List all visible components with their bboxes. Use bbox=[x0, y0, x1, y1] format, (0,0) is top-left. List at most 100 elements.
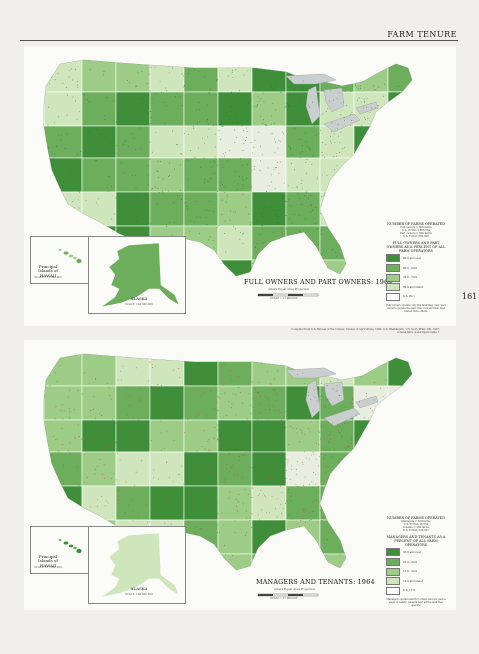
state-region bbox=[81, 485, 117, 521]
page-header: FARM TENURE bbox=[387, 30, 457, 39]
state-region bbox=[251, 485, 287, 521]
legend-sub-1: Managers = 300 farms bbox=[401, 520, 431, 524]
state-region bbox=[251, 354, 287, 387]
state-region bbox=[149, 191, 185, 227]
state-region bbox=[183, 419, 219, 453]
state-region bbox=[183, 519, 219, 555]
hawaii-inset: Principal Islands of HAWAII SCALE 1:17,0… bbox=[30, 236, 90, 284]
state-region bbox=[149, 385, 185, 421]
great-lake bbox=[305, 85, 321, 125]
state-region bbox=[353, 519, 389, 555]
state-region bbox=[285, 225, 321, 261]
hawaii-scale-2: SCALE 1:17,000,000 bbox=[34, 566, 62, 569]
state-region bbox=[387, 91, 412, 127]
state-region bbox=[115, 157, 151, 193]
state-region bbox=[387, 354, 412, 387]
state-region bbox=[149, 354, 185, 387]
state-region bbox=[217, 485, 253, 521]
state-region bbox=[217, 91, 253, 127]
legend-class-5: U.S. 17.9 bbox=[386, 586, 446, 595]
legend-heading: NUMBER OF FARMS OPERATED bbox=[387, 222, 445, 226]
state-region bbox=[149, 485, 185, 521]
state-region bbox=[251, 191, 287, 227]
legend-class-label: U.S. 82.1 bbox=[403, 295, 415, 299]
state-region bbox=[183, 225, 219, 261]
state-region bbox=[44, 485, 83, 521]
state-region bbox=[217, 519, 253, 555]
legend-class-label: U.S. 17.9 bbox=[403, 589, 415, 593]
state-region bbox=[44, 191, 83, 227]
great-lake bbox=[323, 407, 361, 427]
legend-sub-4: U.S. TOTAL 539,657 bbox=[403, 529, 429, 533]
state-region bbox=[251, 419, 287, 453]
managers-scale-bar bbox=[257, 593, 319, 597]
state-region bbox=[217, 354, 253, 387]
legend-heading: NUMBER OF FARMS OPERATED bbox=[387, 516, 445, 520]
alaska-inset-2: ALASKA SCALE 1:40,000,000 bbox=[88, 526, 186, 604]
legend-heading-2: MANAGERS AND TENANTS AS A PERCENT OF ALL… bbox=[386, 534, 446, 547]
state-region bbox=[81, 451, 117, 487]
state-region bbox=[217, 385, 253, 421]
legend-sub-3: Tenants = 300 farms bbox=[402, 526, 430, 530]
state-region bbox=[387, 451, 412, 487]
alaska-shape bbox=[100, 242, 180, 308]
state-region bbox=[115, 191, 151, 227]
legend-class-1: 90.0 and over bbox=[386, 254, 446, 263]
state-region bbox=[44, 451, 83, 487]
legend-class-2: 80.0 - 89.9 bbox=[386, 264, 446, 272]
hawaii-label: Principal Islands of HAWAII bbox=[38, 264, 58, 278]
managers-projection: Albers Equal Area Projection bbox=[274, 587, 316, 591]
managers-map-title: MANAGERS AND TENANTS: 1964 bbox=[256, 578, 375, 586]
state-region bbox=[285, 553, 321, 570]
state-region bbox=[81, 60, 117, 93]
managers-scale: SCALE 1:17,000,000 bbox=[270, 597, 298, 600]
legend-note: Managers operate land for others and are… bbox=[386, 597, 446, 607]
state-region bbox=[353, 485, 389, 521]
owners-map-title: FULL OWNERS AND PART OWNERS: 1964 bbox=[244, 278, 393, 286]
legend-swatch bbox=[386, 254, 400, 263]
legend-class-label: 25.0 - 34.9 bbox=[403, 560, 418, 564]
alaska-scale: SCALE 1:40,000,000 bbox=[125, 303, 153, 306]
great-lake bbox=[285, 367, 337, 379]
state-region bbox=[44, 60, 83, 93]
legend-class-label: 69.9 and under bbox=[403, 285, 424, 289]
state-region bbox=[251, 519, 287, 555]
state-region bbox=[115, 125, 151, 159]
alaska-shape-2 bbox=[100, 532, 180, 598]
state-region bbox=[81, 191, 117, 227]
state-region bbox=[319, 451, 355, 487]
state-region bbox=[285, 419, 321, 453]
state-region bbox=[353, 60, 389, 93]
hawaii-scale: SCALE 1:17,000,000 bbox=[34, 276, 62, 279]
state-region bbox=[319, 225, 355, 261]
state-region bbox=[115, 385, 151, 421]
state-region bbox=[251, 385, 287, 421]
state-region bbox=[217, 191, 253, 227]
state-region bbox=[183, 259, 219, 276]
legend-note: Full owners operate only the land they o… bbox=[386, 303, 446, 313]
state-region bbox=[183, 385, 219, 421]
state-region bbox=[183, 354, 219, 387]
state-region bbox=[387, 191, 412, 227]
alaska-label-2: ALASKA bbox=[130, 586, 148, 591]
legend-swatch bbox=[386, 273, 400, 282]
page-number: 161 bbox=[462, 292, 478, 301]
legend-swatch bbox=[386, 577, 400, 586]
state-region bbox=[149, 419, 185, 453]
state-region bbox=[44, 354, 83, 387]
state-region bbox=[353, 419, 389, 453]
state-region bbox=[217, 225, 253, 261]
state-region bbox=[353, 553, 389, 570]
state-region bbox=[81, 91, 117, 127]
state-region bbox=[285, 519, 321, 555]
great-lake bbox=[355, 101, 379, 115]
state-region bbox=[217, 553, 253, 570]
legend-class-3: 70.0 - 79.9 bbox=[386, 273, 446, 282]
legend-swatch bbox=[386, 264, 400, 272]
state-region bbox=[115, 419, 151, 453]
state-region bbox=[115, 354, 151, 387]
state-region bbox=[115, 91, 151, 127]
state-region bbox=[353, 191, 389, 227]
state-region bbox=[285, 485, 321, 521]
